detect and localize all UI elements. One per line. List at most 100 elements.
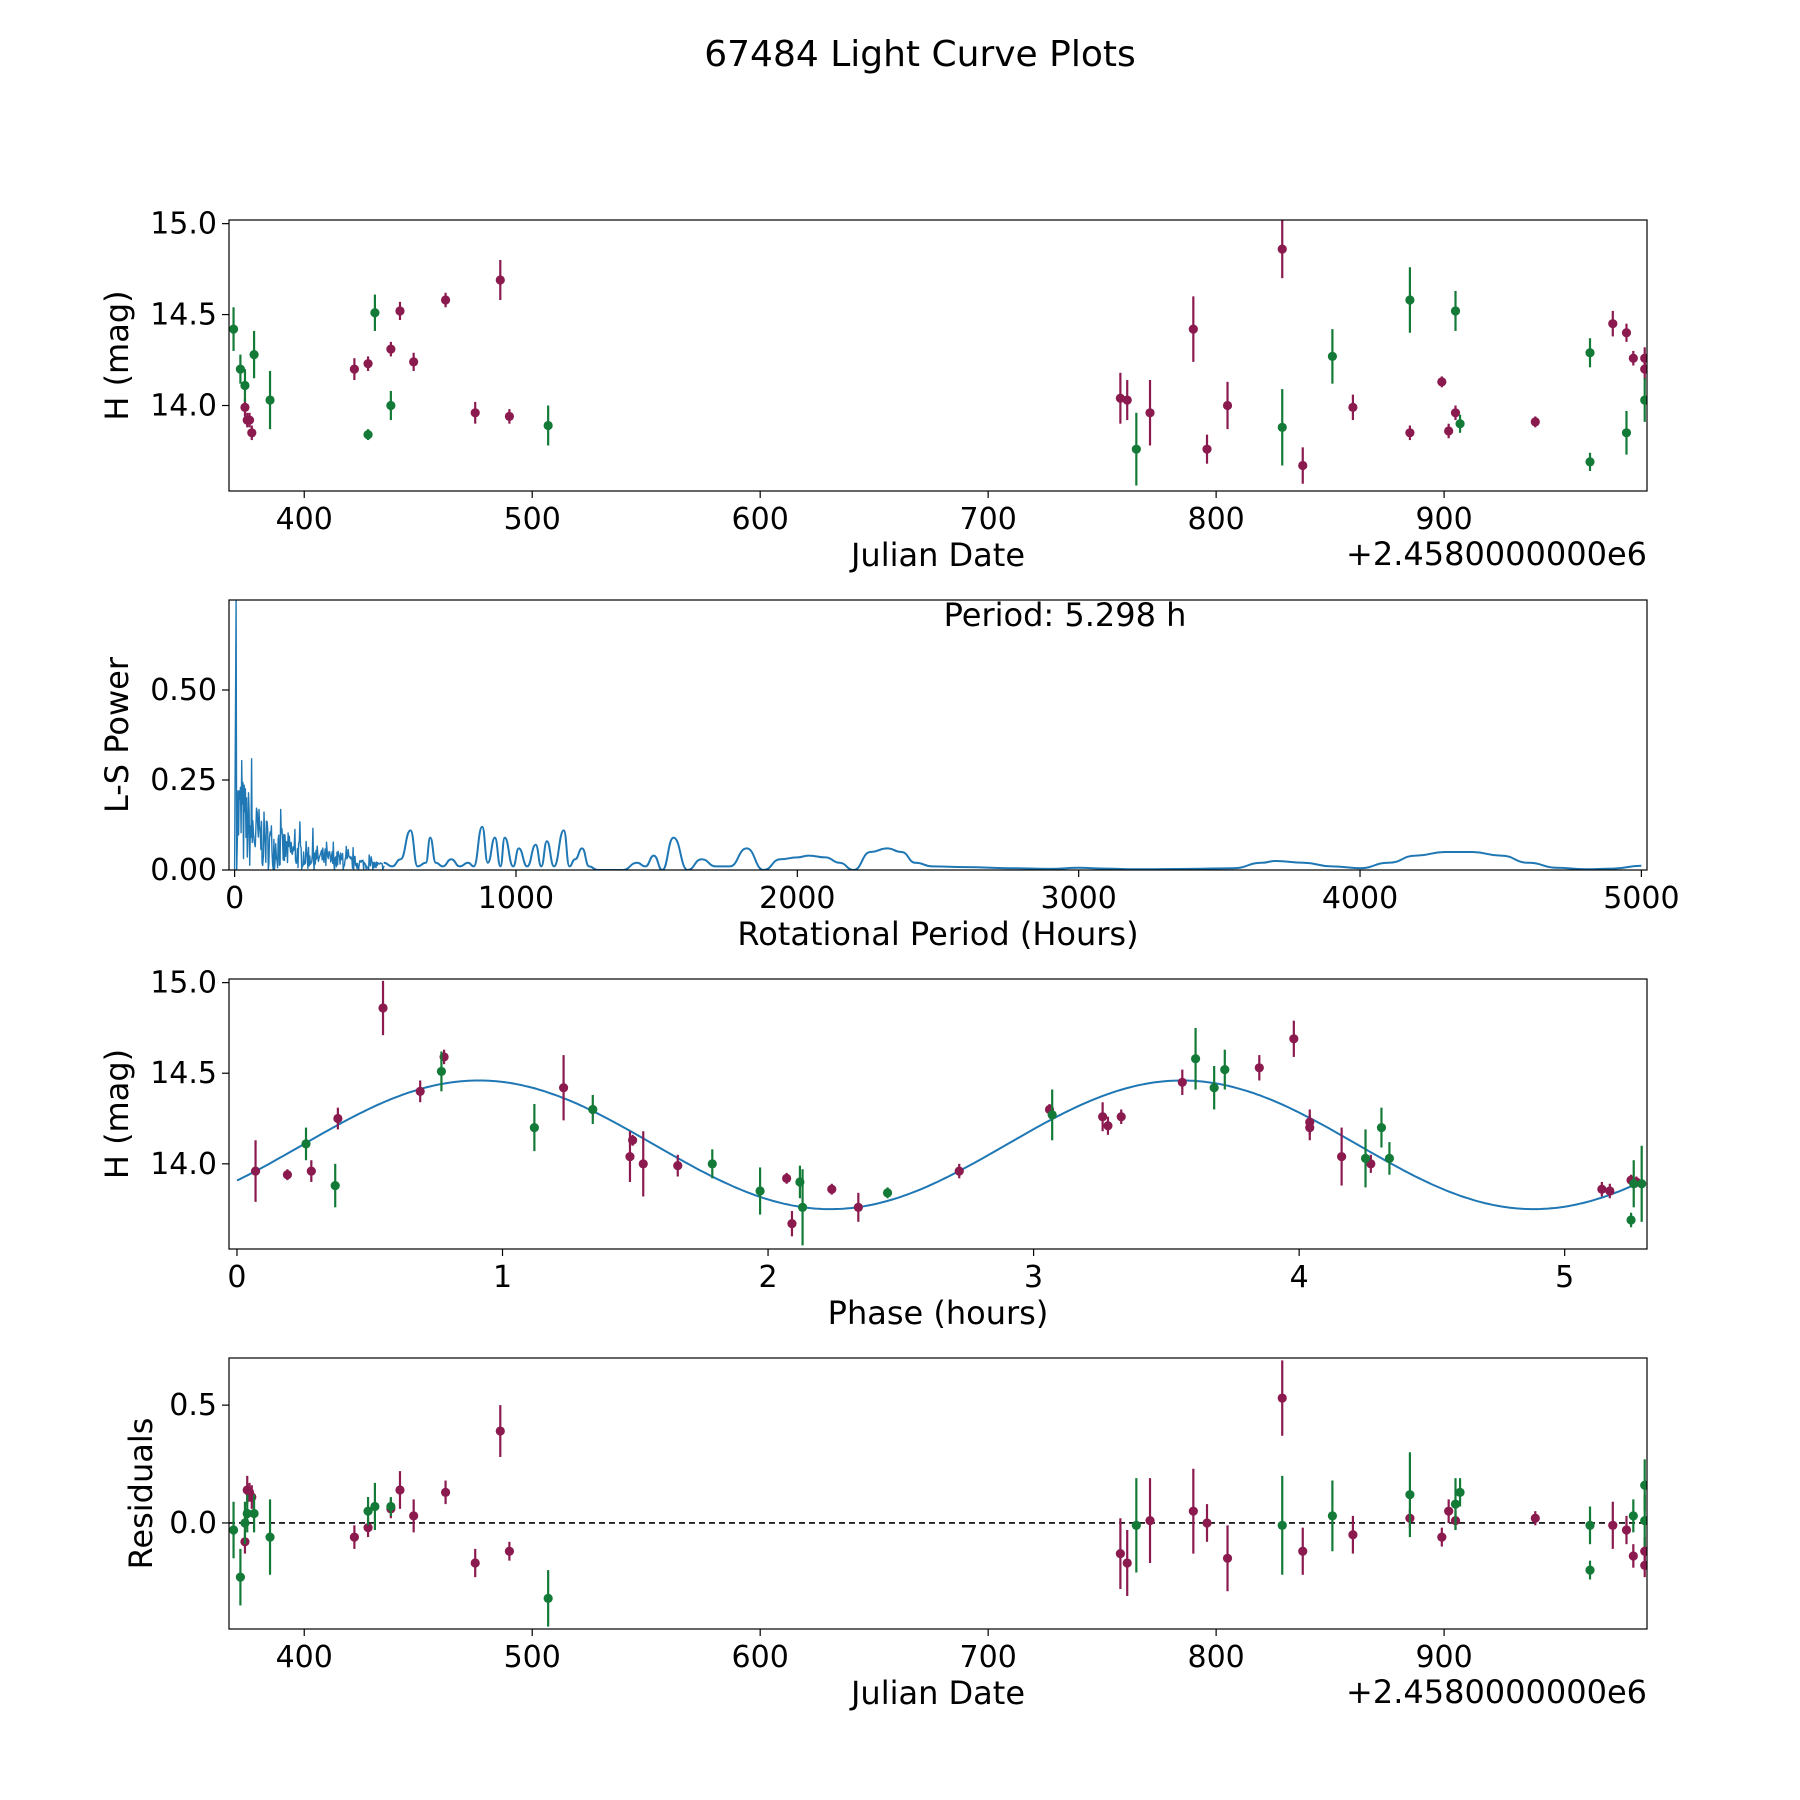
- light-curve-panel: 400 500 600 700 800 900 14.0 14.5 15.0 Julian Dat…: [98, 207, 1648, 574]
- band-2-data-point: [1277, 422, 1287, 432]
- band-1-data-point: [1621, 328, 1632, 338]
- band-2-data-point: [240, 380, 250, 391]
- band-1-data-point: [673, 1161, 683, 1171]
- axes-frame: [228, 978, 1648, 1250]
- x-tick-label: 400: [276, 502, 333, 537]
- band-2-data-point: [1640, 395, 1647, 405]
- band-1-data-point: [470, 408, 480, 418]
- band-1-data-point: [409, 1511, 419, 1521]
- band-1-data-point: [1608, 1520, 1618, 1530]
- x-offset-label: +2.4580000000e6: [1346, 535, 1647, 573]
- band-2-data-point: [1585, 1520, 1595, 1530]
- y-tick-label: 0.0: [169, 1506, 217, 1541]
- band-2-data-point: [265, 395, 275, 405]
- band-1-data-point: [1277, 244, 1287, 254]
- band-2-data-point: [1376, 1122, 1387, 1133]
- band-1-data-point: [1444, 1506, 1454, 1516]
- x-tick-label: 700: [960, 1640, 1017, 1675]
- band-1-data-point: [250, 1166, 261, 1176]
- x-tick-label: 800: [1187, 502, 1244, 537]
- band-2-data-point: [1585, 1565, 1595, 1575]
- band-2-data-point: [543, 1593, 553, 1603]
- x-tick-label: 0: [225, 881, 244, 916]
- x-tick-label: 0: [227, 1260, 246, 1295]
- band-1-data-point: [827, 1184, 837, 1194]
- band-1-data-point: [1640, 1546, 1647, 1556]
- band-1-data-point: [1530, 1513, 1540, 1523]
- band-1-data-point: [1450, 408, 1461, 418]
- band-2-data-point: [436, 1066, 447, 1077]
- band-1-data-point: [440, 295, 451, 305]
- band-2-data-point: [1190, 1054, 1201, 1064]
- band-2-data-point: [707, 1159, 717, 1169]
- axes-frame: [228, 219, 1648, 492]
- band-1-data-point: [504, 1546, 515, 1556]
- x-axis-label: Julian Date: [849, 1674, 1025, 1712]
- band-1-data-point: [1222, 1553, 1233, 1563]
- band-2-data-point: [882, 1188, 893, 1198]
- band-1-data-point: [1202, 1518, 1212, 1528]
- band-2-data-point: [229, 324, 239, 334]
- band-1-data-point: [1437, 377, 1447, 387]
- band-1-data-point: [1098, 1112, 1108, 1122]
- band-2-data-point: [1450, 306, 1461, 316]
- y-tick-label: 0.50: [150, 673, 217, 708]
- x-offset-label: +2.4580000000e6: [1346, 1673, 1647, 1711]
- band-2-data-point: [1131, 444, 1141, 454]
- band-2-data-point: [1131, 1520, 1141, 1530]
- band-1-data-point: [1640, 364, 1647, 374]
- band-1-data-point: [1188, 324, 1198, 334]
- band-2-data-point: [249, 1508, 259, 1519]
- band-1-data-point: [1628, 353, 1638, 363]
- band-1-data-point: [787, 1219, 797, 1229]
- band-1-data-point: [1277, 1393, 1287, 1403]
- band-2-data-point: [1405, 295, 1415, 305]
- band-2-data-point: [1327, 1511, 1337, 1521]
- x-tick-label: 400: [276, 1640, 333, 1675]
- band-1-data-point: [1103, 1121, 1113, 1131]
- residuals-panel: 400 500 600 700 800 900 0.0 0.5 Julian Date Resid…: [122, 1357, 1648, 1712]
- band-1-data-point: [1444, 426, 1454, 436]
- band-1-data-point: [349, 364, 359, 374]
- figure-title: 67484 Light Curve Plots: [704, 34, 1136, 75]
- band-2-data-point: [1640, 1480, 1647, 1490]
- band-2-data-point: [1277, 1520, 1287, 1530]
- y-tick-label: 15.0: [150, 966, 217, 1001]
- band-2-data-point: [1455, 1487, 1465, 1497]
- band-1-data-point: [1437, 1532, 1447, 1542]
- band-2-data-point: [249, 349, 259, 360]
- band-1-data-point: [558, 1083, 569, 1093]
- band-1-data-point: [1597, 1184, 1607, 1194]
- band-1-data-point: [1628, 1551, 1638, 1561]
- band-1-data-point: [395, 306, 405, 316]
- x-tick-label: 5: [1555, 1260, 1574, 1295]
- band-1-data-point: [1188, 1506, 1198, 1516]
- band-1-data-point: [378, 1003, 388, 1013]
- band-2-data-point: [1384, 1153, 1395, 1163]
- y-tick-label: 14.5: [150, 298, 217, 333]
- band-2-data-point: [1585, 348, 1595, 358]
- band-1-data-point: [306, 1166, 316, 1176]
- y-tick-label: 14.5: [150, 1056, 217, 1091]
- band-1-data-point: [1289, 1034, 1299, 1044]
- band-1-data-point: [440, 1487, 451, 1497]
- band-2-data-point: [1450, 1499, 1461, 1509]
- band-2-data-point: [370, 308, 380, 318]
- x-axis-label: Julian Date: [849, 536, 1025, 574]
- band-1-data-point: [395, 1485, 405, 1495]
- band-1-data-point: [240, 402, 250, 412]
- x-tick-label: 900: [1415, 1640, 1472, 1675]
- x-tick-label: 2: [759, 1260, 778, 1295]
- x-tick-label: 500: [504, 1640, 561, 1675]
- period-annotation: Period: 5.298 h: [944, 596, 1187, 634]
- band-1-data-point: [1305, 1122, 1315, 1133]
- x-tick-label: 1: [493, 1260, 512, 1295]
- band-2-data-point: [370, 1501, 380, 1512]
- phased-curve-panel: 0 1 2 3 4 5 14.0 14.5 15.0 Phase (hours) H (mag): [98, 966, 1648, 1332]
- x-tick-label: 4000: [1322, 881, 1398, 916]
- band-1-data-point: [349, 1532, 359, 1542]
- band-2-data-point: [386, 1501, 396, 1512]
- band-1-data-point: [1621, 1525, 1632, 1535]
- band-2-data-point: [242, 1508, 252, 1519]
